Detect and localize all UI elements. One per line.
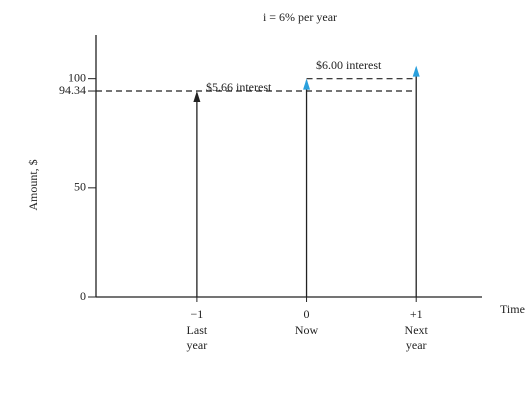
chart-title: i = 6% per year: [263, 10, 337, 24]
annotation: $6.00 interest: [316, 58, 382, 72]
y-tick-label: 0: [80, 289, 86, 303]
y-tick-label: 50: [74, 180, 86, 194]
x-tick-label: 0: [304, 307, 310, 321]
y-tick-label: 94.34: [59, 83, 86, 97]
x-sublabel: Next: [405, 323, 429, 337]
x-sublabel: year: [406, 338, 427, 352]
x-sublabel: Last: [187, 323, 208, 337]
x-sublabel: Now: [295, 323, 319, 337]
x-tick-label: +1: [410, 307, 423, 321]
y-axis-label: Amount, $: [26, 159, 40, 210]
annotation: $5.66 interest: [206, 80, 272, 94]
arrow-head: [303, 78, 311, 90]
arrow-head: [412, 65, 420, 77]
x-axis-label: Time: [500, 302, 525, 316]
arrow-head: [193, 91, 201, 103]
y-tick-label: 100: [68, 70, 86, 84]
x-tick-label: −1: [190, 307, 203, 321]
x-sublabel: year: [187, 338, 208, 352]
